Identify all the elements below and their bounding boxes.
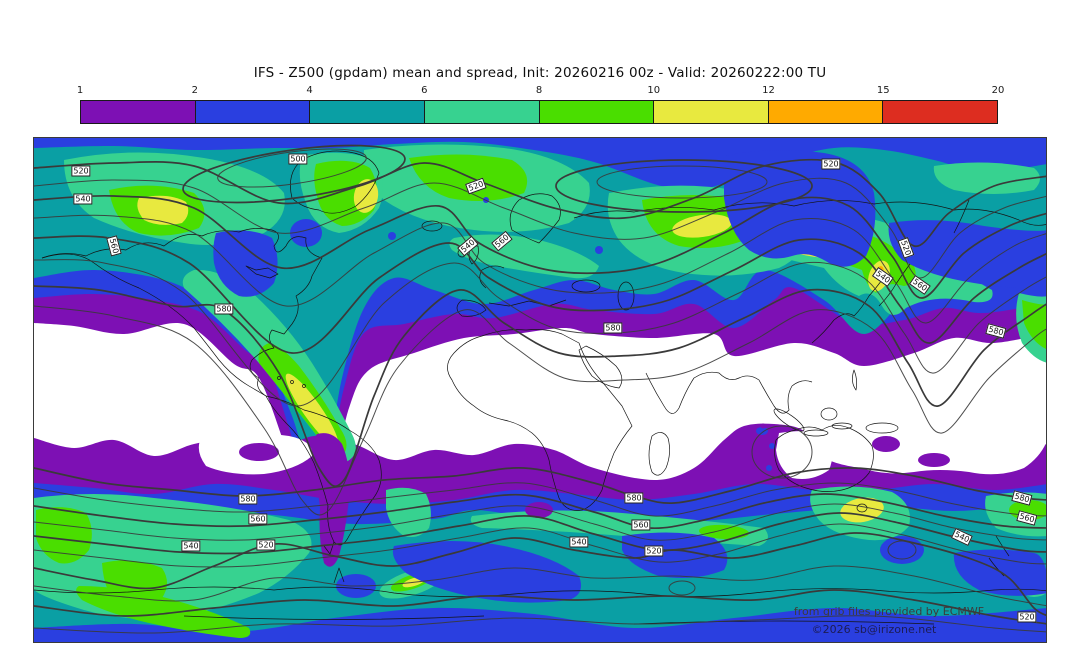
contour-label: 520: [821, 158, 841, 170]
colorbar-tick: 8: [535, 85, 543, 96]
contour-label: 580: [238, 493, 258, 505]
chart-title: IFS - Z500 (gpdam) mean and spread, Init…: [253, 65, 827, 81]
height-contour: [34, 214, 1046, 324]
colorbar-tick: 2: [191, 85, 198, 96]
colorbar-tick: 10: [647, 85, 661, 96]
map-canvas: 520 540 560 500 580 520 540 560 580 520 520 540 560 5…: [33, 137, 1047, 643]
attribution-source: from grib files provided by ECMWF: [793, 605, 985, 618]
colorbar-segment-8-10: [539, 101, 655, 123]
colorbar-segment-15-20: [883, 101, 997, 123]
colorbar-segment-1-2: [81, 101, 196, 123]
height-contour: [34, 305, 1046, 516]
contour-label: 520: [1017, 611, 1037, 623]
colorbar-tick: 4: [306, 85, 313, 96]
contour-label: 520: [71, 165, 91, 177]
colorbar-segment-10-12: [654, 101, 769, 123]
contour-label: 580: [214, 303, 234, 315]
colorbar-segment-2-4: [195, 101, 311, 123]
height-contour: [34, 565, 1046, 607]
height-contour: [34, 235, 1046, 354]
colorbar-segment-6-8: [424, 101, 540, 123]
spread-map: [34, 138, 1046, 642]
contour-label: 540: [569, 536, 589, 548]
height-contour: [34, 589, 1046, 625]
height-contour: [34, 285, 1046, 488]
height-contour: [34, 467, 1046, 504]
colorbar-tick: 12: [762, 85, 775, 96]
height-contour: [34, 532, 1046, 617]
contour-label: 560: [248, 513, 268, 525]
colorbar-segment-12-15: [768, 101, 884, 123]
contour-label: 540: [73, 193, 93, 205]
attribution-copyright: ©2026 sb@irizone.net: [811, 623, 937, 636]
height-contour: [34, 177, 1046, 279]
height-contour: [34, 493, 1046, 530]
height-contour: [34, 615, 1046, 634]
contour-label: 520: [644, 545, 664, 557]
height-contour: [34, 512, 1046, 555]
coastlines: [34, 150, 1046, 625]
colorbar: [80, 100, 998, 124]
colorbar-tick: 1: [76, 85, 84, 96]
colorbar-tick: 15: [876, 85, 890, 96]
contour-label: 580: [624, 492, 644, 504]
colorbar-segment-4-6: [310, 101, 425, 123]
spread-patches: [64, 144, 1046, 462]
colorbar-tick: 6: [421, 85, 428, 96]
height-contour: [34, 482, 1046, 517]
contour-label: 580: [603, 322, 623, 334]
contour-label: 540: [181, 540, 201, 552]
contour-label: 520: [256, 539, 276, 551]
height-contour: [34, 194, 1046, 299]
height-contour: [34, 503, 1046, 541]
height-contour: [34, 158, 1046, 247]
contour-label: 500: [288, 153, 308, 165]
colorbar-tick: 20: [991, 85, 1005, 96]
contour-label: 560: [631, 519, 651, 531]
colorbar-tick-labels: 1 2 4 6 8 10 12 15 20: [76, 85, 1005, 98]
